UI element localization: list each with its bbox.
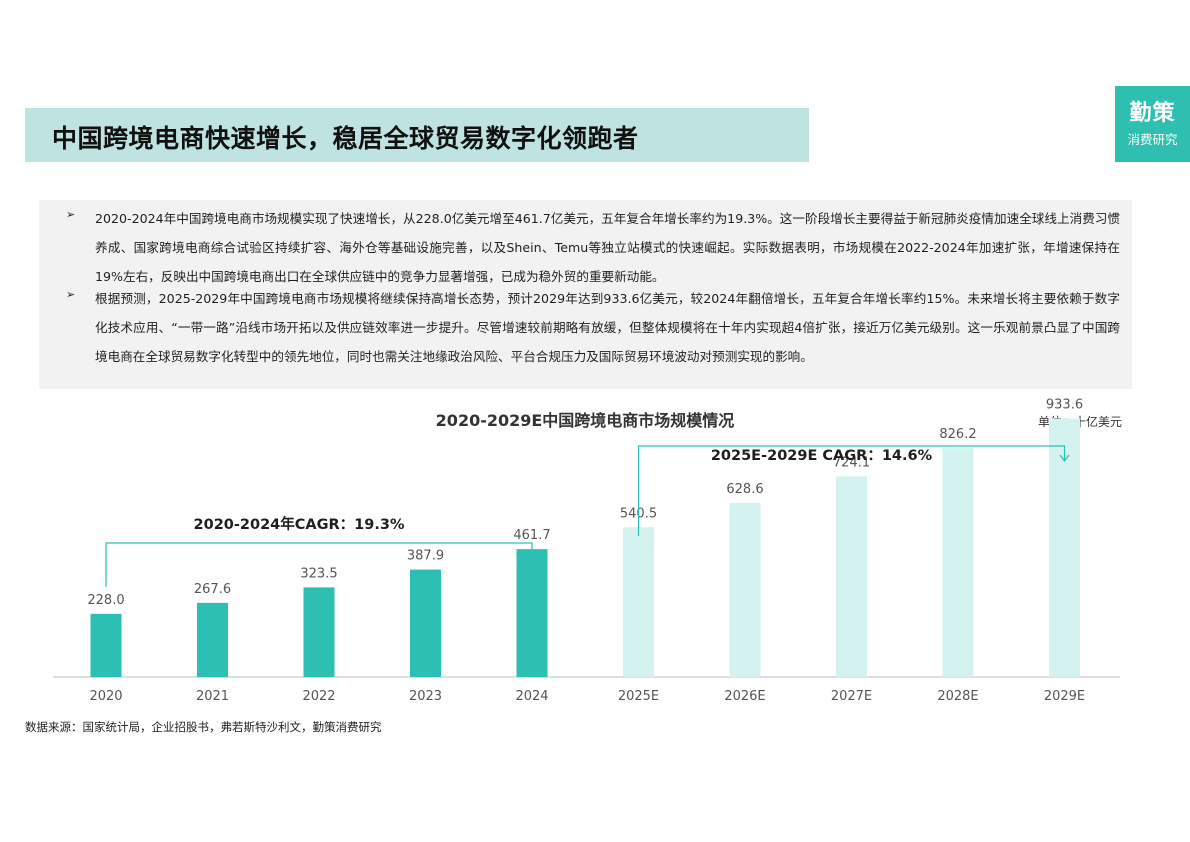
x-tick-label-2023: 2023 — [409, 689, 442, 704]
data-label-2022: 323.5 — [300, 566, 337, 581]
bar-2022 — [303, 587, 335, 677]
data-source-note: 数据来源：国家统计局，企业招股书，弗若斯特沙利文，勤策消费研究 — [25, 720, 382, 734]
bar-2023 — [410, 569, 441, 677]
bar-2026E — [729, 502, 761, 677]
bar-2025E — [623, 527, 654, 677]
x-tick-label-2026E: 2026E — [724, 689, 765, 704]
bar-2027E — [836, 476, 867, 677]
data-label-2028E: 826.2 — [939, 427, 976, 442]
x-tick-label-2027E: 2027E — [831, 689, 872, 704]
cagr-bracket-line — [105, 542, 533, 587]
brand-logo-subtitle: 消费研究 — [1127, 132, 1178, 147]
bar-2028E — [942, 448, 974, 677]
x-tick-label-2025E: 2025E — [618, 689, 659, 704]
summary-bullet-text: 2020-2024年中国跨境电商市场规模实现了快速增长，从228.0亿美元增至4… — [95, 211, 1120, 284]
cagr-annotation-label: 2020-2024年CAGR：19.3% — [194, 515, 405, 533]
cagr-arrow-icon — [1059, 454, 1070, 462]
brand-logo: 勤策 消费研究 — [1115, 86, 1190, 162]
cagr-arrow-icon — [527, 550, 537, 558]
page-title: 中国跨境电商快速增长，稳居全球贸易数字化领跑者 — [52, 124, 639, 153]
x-tick-label-2021: 2021 — [196, 689, 229, 704]
x-tick-label-2024: 2024 — [515, 689, 548, 704]
brand-logo-name: 勤策 — [1129, 100, 1176, 126]
bullet-arrow-icon: ➢ — [66, 208, 76, 221]
x-tick-label-2022: 2022 — [302, 689, 335, 704]
data-label-2021: 267.6 — [194, 582, 231, 597]
bar-2024 — [516, 549, 548, 677]
cagr-annotation-label: 2025E-2029E CAGR：14.6% — [711, 448, 933, 464]
data-label-2020: 228.0 — [87, 593, 124, 608]
bar-2021 — [197, 602, 228, 677]
summary-box: ➢ 2020-2024年中国跨境电商市场规模实现了快速增长，从228.0亿美元增… — [39, 200, 1132, 389]
data-label-2024: 461.7 — [513, 528, 550, 543]
x-tick-label-2028E: 2028E — [937, 689, 978, 704]
chart-title: 2020-2029E中国跨境电商市场规模情况 — [436, 411, 735, 430]
data-label-2023: 387.9 — [407, 549, 444, 564]
x-tick-label-2029E: 2029E — [1044, 689, 1085, 704]
title-banner: 中国跨境电商快速增长，稳居全球贸易数字化领跑者 — [25, 108, 809, 162]
cagr-bracket-line — [637, 445, 1066, 536]
bullet-arrow-icon: ➢ — [66, 288, 76, 301]
bar-2020 — [90, 613, 122, 677]
summary-bullet-text: 根据预测，2025-2029年中国跨境电商市场规模将继续保持高增长态势，预计20… — [95, 291, 1120, 364]
x-tick-label-2020: 2020 — [89, 689, 122, 704]
data-label-2029E: 933.6 — [1046, 397, 1083, 412]
data-label-2026E: 628.6 — [726, 482, 763, 497]
data-label-2027E: 724.1 — [833, 455, 870, 470]
